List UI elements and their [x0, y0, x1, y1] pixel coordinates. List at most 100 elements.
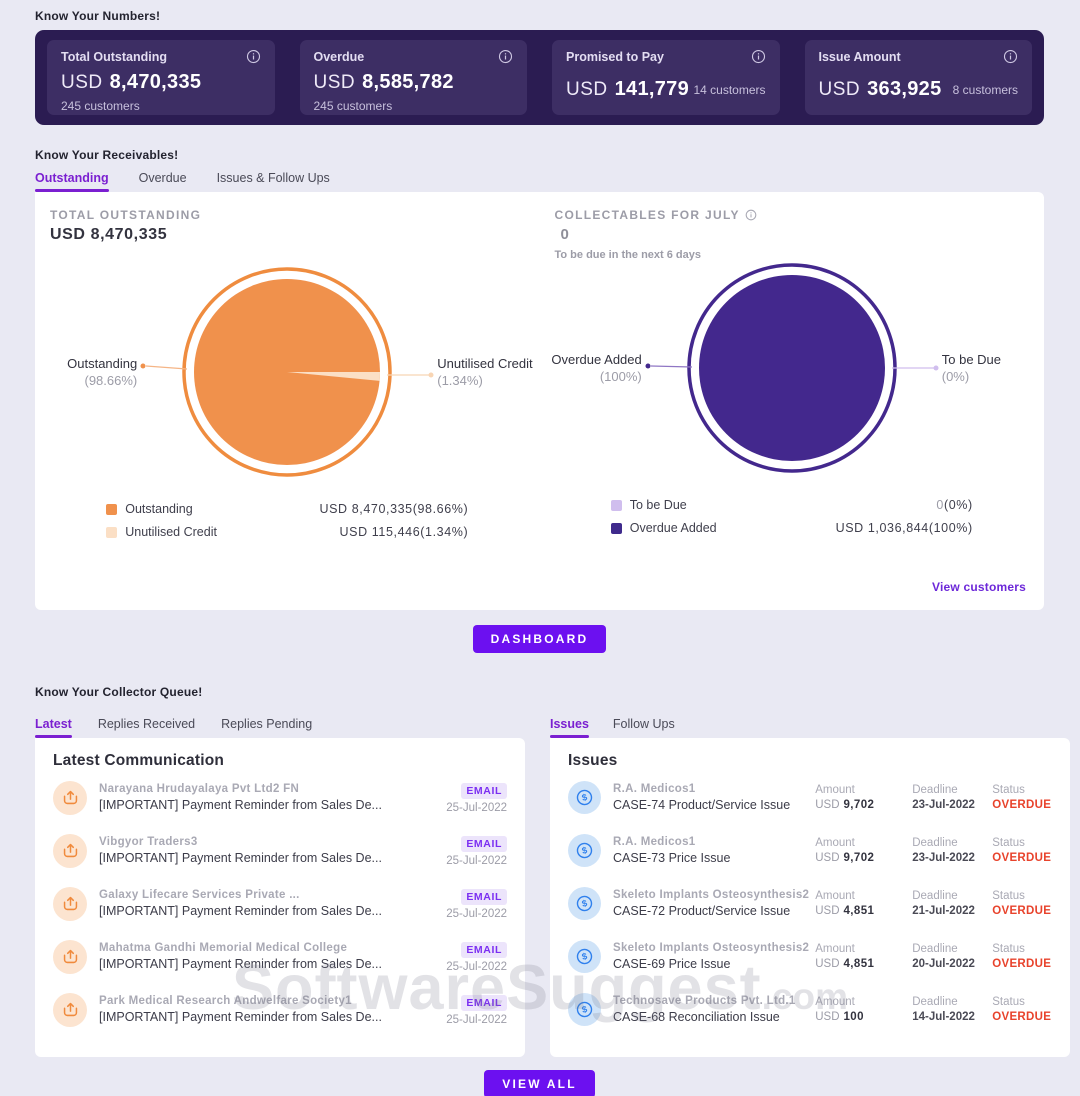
communication-row[interactable]: Park Medical Research Andwelfare Society… — [53, 984, 507, 1035]
communication-row[interactable]: Mahatma Gandhi Memorial Medical College … — [53, 931, 507, 982]
issue-row[interactable]: $ Skeleto Implants Osteosynthesis2 CASE-… — [568, 931, 1052, 982]
stat-title: Issue Amount — [818, 49, 901, 64]
tab-overdue[interactable]: Overdue — [138, 171, 187, 185]
outbox-icon — [53, 780, 87, 815]
to-be-due-swatch — [610, 499, 622, 511]
collectables-count: 0 — [560, 226, 569, 243]
info-icon[interactable] — [745, 209, 757, 221]
chart-total: USD 8,470,335 — [50, 226, 168, 243]
status-badge: OVERDUE — [992, 905, 1052, 917]
stat-card-issue-amount: Issue Amount USD 363,925 8 customers — [804, 40, 1032, 115]
issue-row[interactable]: $ R.A. Medicos1 CASE-73 Price Issue Amou… — [568, 825, 1052, 876]
stat-value: 141,779 — [614, 78, 690, 100]
info-icon[interactable] — [246, 49, 261, 64]
tab-replies-received[interactable]: Replies Received — [97, 717, 196, 731]
stat-title: Total Outstanding — [61, 49, 168, 64]
receivables-heading: Know Your Receivables! — [35, 148, 179, 162]
view-all-button[interactable]: VIEW ALL — [484, 1070, 595, 1096]
pie-callout-overdue-added: Overdue Added (100%) — [551, 352, 642, 384]
svg-text:$: $ — [581, 845, 588, 856]
tab-replies-pending[interactable]: Replies Pending — [221, 717, 313, 731]
legend-row-to-be-due: To be Due 0(0%) — [610, 498, 973, 512]
status-badge: OVERDUE — [992, 852, 1052, 864]
channel-badge: EMAIL — [461, 942, 507, 958]
issue-row[interactable]: $ R.A. Medicos1 CASE-74 Product/Service … — [568, 772, 1052, 823]
issues-tabs: Issues Follow Ups — [550, 717, 1070, 738]
issues-panel: Issues $ R.A. Medicos1 CASE-74 Product/S… — [550, 738, 1071, 1057]
channel-badge: EMAIL — [461, 783, 507, 799]
stat-customers: 14 customers — [693, 82, 766, 97]
legend-row-outstanding: Outstanding USD 8,470,335(98.66%) — [106, 502, 468, 516]
unutilised-credit-swatch — [106, 526, 118, 538]
status-badge: OVERDUE — [992, 799, 1052, 811]
issue-row[interactable]: $ Technosave Products Pvt. Ltd.1 CASE-68… — [568, 984, 1052, 1035]
communication-row[interactable]: Vibgyor Traders3 [IMPORTANT] Payment Rem… — [53, 825, 507, 876]
info-icon[interactable] — [498, 49, 513, 64]
dollar-coin-icon: $ — [568, 993, 601, 1026]
dollar-coin-icon: $ — [568, 940, 601, 973]
chart-title: COLLECTABLES FOR JULY — [554, 208, 740, 222]
stat-customers: 8 customers — [952, 82, 1018, 97]
status-badge: OVERDUE — [992, 958, 1052, 970]
collectables-subtitle: To be due in the next 6 days — [554, 249, 702, 261]
info-icon[interactable] — [1003, 49, 1018, 64]
collectables-legend: To be Due 0(0%) Overdue Added USD 1,036,… — [610, 498, 973, 544]
panel-title: Issues — [568, 752, 618, 769]
outstanding-chart: TOTAL OUTSTANDING USD 8,470,335 Outstand… — [35, 192, 540, 578]
svg-text:$: $ — [581, 898, 588, 909]
tab-issues-follow-ups[interactable]: Issues & Follow Ups — [216, 171, 330, 185]
svg-text:$: $ — [581, 792, 588, 803]
dollar-coin-icon: $ — [568, 834, 601, 867]
outbox-icon — [53, 939, 87, 974]
info-icon[interactable] — [751, 49, 766, 64]
status-badge: OVERDUE — [992, 1011, 1052, 1023]
receivables-tabs: Outstanding Overdue Issues & Follow Ups — [35, 171, 1044, 192]
stat-value: 8,470,335 — [109, 71, 202, 93]
svg-text:$: $ — [581, 951, 588, 962]
outstanding-pie-chart[interactable] — [137, 256, 437, 488]
panel-title: Latest Communication — [53, 752, 225, 769]
overdue-added-swatch — [610, 522, 622, 534]
communication-row[interactable]: Galaxy Lifecare Services Private ... [IM… — [53, 878, 507, 929]
stat-customers: 245 customers — [313, 99, 393, 113]
collectables-pie-chart[interactable] — [642, 252, 942, 484]
pie-callout-unutilised-credit: Unutilised Credit (1.34%) — [437, 356, 533, 388]
stat-value: 8,585,782 — [362, 71, 454, 93]
tab-outstanding[interactable]: Outstanding — [35, 171, 109, 192]
stat-currency: USD — [313, 72, 356, 93]
legend-row-unutilised-credit: Unutilised Credit USD 115,446(1.34%) — [106, 525, 468, 539]
outbox-icon — [53, 833, 87, 868]
stat-value: 363,925 — [867, 78, 942, 100]
dashboard-button[interactable]: DASHBOARD — [472, 625, 607, 653]
stat-currency: USD — [566, 79, 608, 100]
view-customers-link[interactable]: View customers — [932, 580, 1026, 594]
tab-follow-ups[interactable]: Follow Ups — [612, 717, 675, 731]
latest-communication-panel: Latest Communication Narayana Hrudayalay… — [35, 738, 525, 1057]
tab-issues[interactable]: Issues — [550, 717, 589, 738]
stat-card-total-outstanding: Total Outstanding USD 8,470,335 245 cust… — [47, 40, 275, 115]
outstanding-legend: Outstanding USD 8,470,335(98.66%) Unutil… — [106, 502, 468, 548]
channel-badge: EMAIL — [461, 836, 507, 852]
stat-currency: USD — [818, 79, 861, 100]
stat-card-promised-to-pay: Promised to Pay USD 141,779 14 customers — [552, 40, 780, 115]
outbox-icon — [53, 992, 87, 1027]
channel-badge: EMAIL — [461, 889, 507, 905]
stat-currency: USD — [61, 72, 103, 93]
svg-text:$: $ — [581, 1004, 588, 1015]
dollar-coin-icon: $ — [568, 781, 601, 814]
tab-latest[interactable]: Latest — [35, 717, 72, 738]
receivables-panel: TOTAL OUTSTANDING USD 8,470,335 Outstand… — [35, 192, 1044, 610]
outbox-icon — [53, 886, 87, 921]
pie-callout-outstanding: Outstanding (98.66%) — [67, 356, 138, 388]
outstanding-swatch — [106, 503, 118, 515]
numbers-heading: Know Your Numbers! — [35, 9, 161, 23]
communication-row[interactable]: Narayana Hrudayalaya Pvt Ltd2 FN [IMPORT… — [53, 772, 507, 823]
stat-title: Promised to Pay — [566, 49, 664, 64]
chart-title: TOTAL OUTSTANDING — [50, 208, 202, 222]
issue-row[interactable]: $ Skeleto Implants Osteosynthesis2 CASE-… — [568, 878, 1052, 929]
dollar-coin-icon: $ — [568, 887, 601, 920]
channel-badge: EMAIL — [461, 995, 507, 1011]
pie-callout-to-be-due: To be Due (0%) — [941, 352, 1002, 384]
collectables-chart: COLLECTABLES FOR JULY 0 To be due in the… — [540, 192, 1045, 578]
stat-card-overdue: Overdue USD 8,585,782 245 customers — [299, 40, 527, 115]
